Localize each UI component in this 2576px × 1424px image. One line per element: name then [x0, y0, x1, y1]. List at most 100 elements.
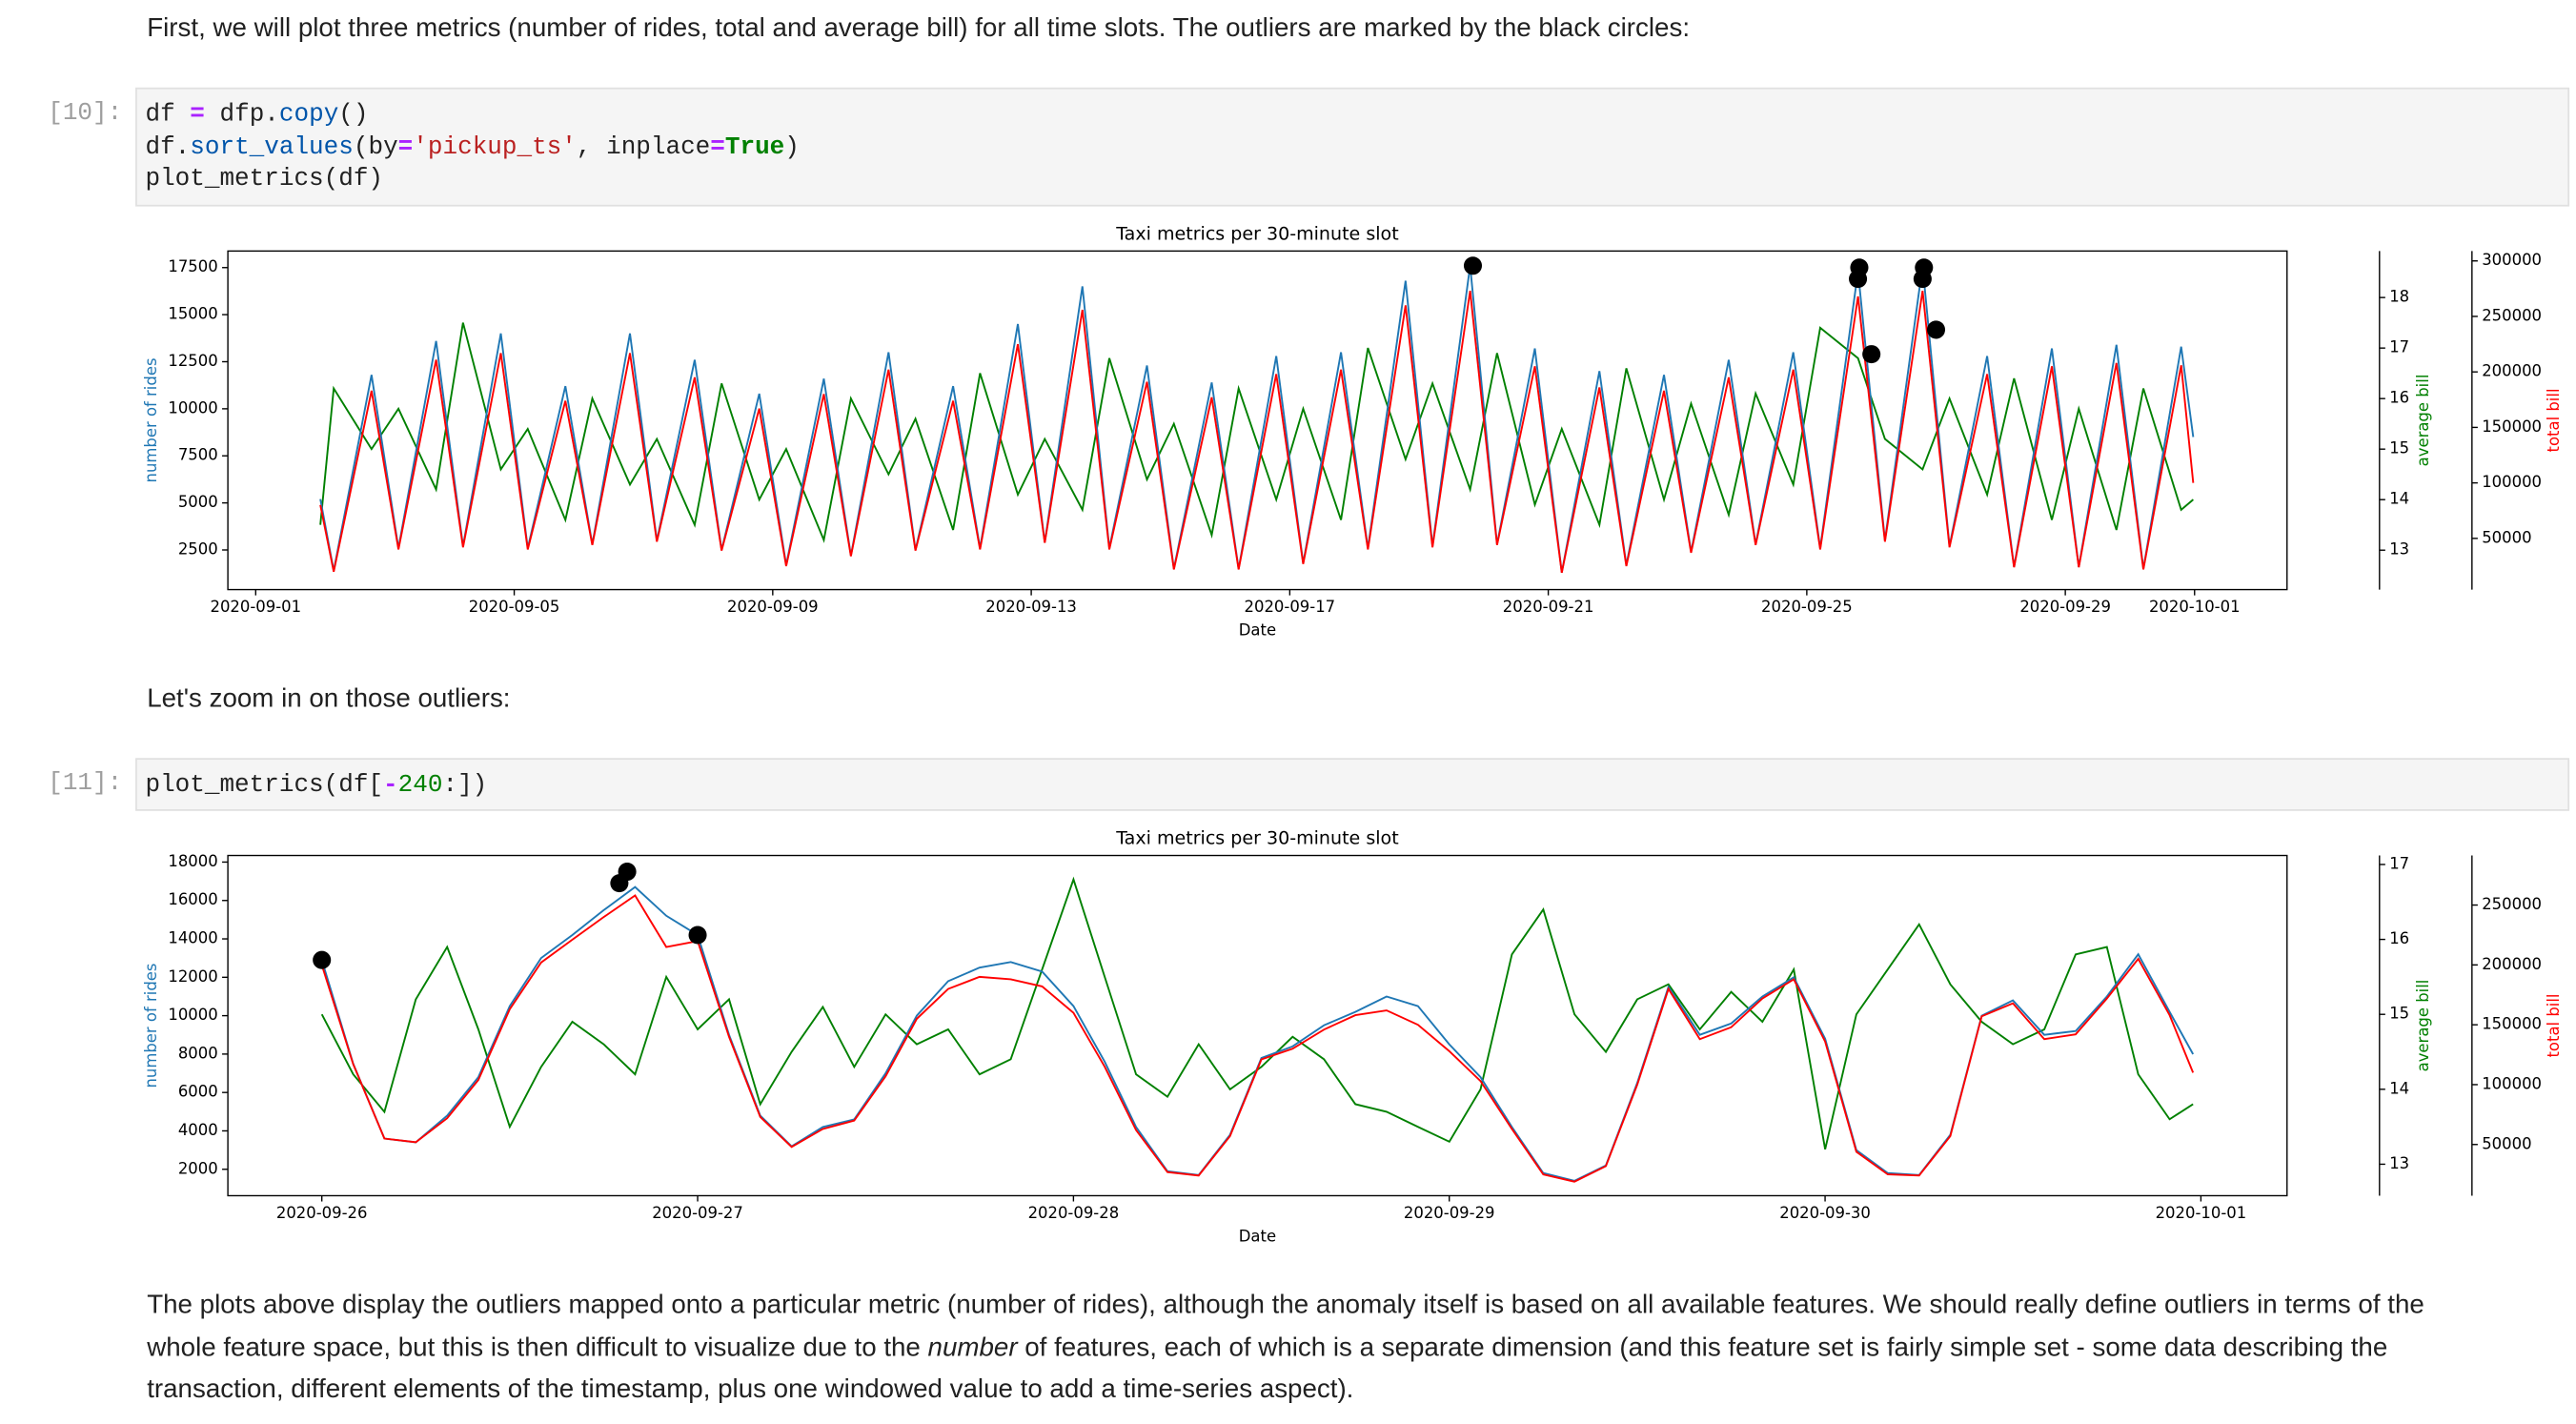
- y-tick-label: 15: [2389, 439, 2409, 458]
- paragraph: First, we will plot three metrics (numbe…: [147, 14, 1691, 44]
- y-tick-label: 12000: [168, 967, 217, 986]
- y-tick-label: 17: [2389, 854, 2409, 872]
- x-tick-label: 2020-09-28: [1028, 1204, 1120, 1222]
- y-tick-label: 13: [2389, 540, 2409, 559]
- y-tick-label: 6000: [178, 1083, 218, 1101]
- plot-frame: [227, 854, 2288, 1197]
- text-run: , inplace: [576, 132, 711, 161]
- text-run: 'pickup_ts': [413, 132, 577, 161]
- code-cell[interactable]: df = dfp.copy() df.sort_values(by='pickup…: [135, 87, 2570, 207]
- outlier-marker: [1915, 258, 1934, 277]
- text-run: copy: [278, 100, 339, 130]
- text-run: True: [724, 132, 785, 161]
- outlier-marker: [1850, 258, 1869, 277]
- y-axis-label: total bill: [2545, 388, 2563, 452]
- text-run: (by: [353, 132, 398, 161]
- code-line: df.sort_values(by='pickup_ts', inplace=T…: [145, 132, 2567, 164]
- x-tick-label: 2020-09-21: [1503, 598, 1594, 616]
- y-tick-label: 150000: [2482, 1015, 2542, 1033]
- y-tick-label: 250000: [2482, 895, 2542, 913]
- outlier-marker: [1862, 345, 1881, 364]
- y-tick-label: 2500: [178, 539, 218, 558]
- y-axis-label: number of rides: [142, 357, 160, 482]
- x-tick-label: 2020-09-17: [1245, 598, 1336, 616]
- y-tick-label: 300000: [2482, 251, 2542, 269]
- y-tick-label: 16: [2389, 929, 2409, 947]
- text-run: (): [338, 100, 369, 130]
- line-series: [319, 290, 2195, 574]
- y-tick-label: 100000: [2482, 1074, 2542, 1092]
- y-tick-label: 2000: [178, 1159, 218, 1177]
- y-tick-label: 14: [2389, 1079, 2409, 1097]
- text-run: of features, each of which is a separate…: [147, 1333, 2388, 1404]
- text-run: The plots above display the outliers map…: [147, 1291, 2424, 1362]
- x-tick-label: 2020-09-27: [652, 1204, 743, 1222]
- x-tick-label: 2020-10-01: [2149, 598, 2241, 616]
- x-axis-label: Date: [1239, 620, 1276, 639]
- text-run: -: [383, 771, 398, 800]
- x-tick-label: 2020-09-30: [1779, 1204, 1871, 1222]
- y-tick-label: 100000: [2482, 473, 2542, 491]
- x-axis-label: Date: [1239, 1227, 1276, 1245]
- text-run: :]): [442, 771, 488, 800]
- cell-prompt: [10]:: [48, 98, 123, 128]
- outlier-marker: [618, 863, 637, 882]
- text-run: df.: [145, 132, 191, 161]
- paragraph: The plots above display the outliers map…: [147, 1285, 2475, 1412]
- y-tick-label: 200000: [2482, 955, 2542, 973]
- code-line: df = dfp.copy(): [145, 99, 2567, 132]
- text-run: 240: [397, 771, 443, 800]
- plot-frame: [227, 250, 2288, 591]
- text-run: sort_values: [190, 132, 354, 161]
- x-tick-label: 2020-09-26: [276, 1204, 368, 1222]
- y-tick-label: 250000: [2482, 306, 2542, 324]
- text-run: =: [710, 132, 725, 161]
- x-tick-label: 2020-09-05: [469, 598, 560, 616]
- y-tick-label: 15: [2389, 1005, 2409, 1023]
- y-tick-label: 150000: [2482, 417, 2542, 436]
- x-tick-label: 2020-09-25: [1761, 598, 1853, 616]
- y-tick-label: 14000: [168, 929, 217, 947]
- y-axis-label: average bill: [2414, 375, 2432, 467]
- y-tick-label: 12500: [168, 352, 217, 370]
- text-run: number: [927, 1333, 1018, 1362]
- y-tick-label: 17500: [168, 257, 217, 275]
- y-tick-label: 10000: [168, 398, 217, 417]
- y-tick-label: 10000: [168, 1006, 217, 1024]
- y-tick-label: 15000: [168, 305, 217, 323]
- y-tick-label: 5000: [178, 493, 218, 511]
- text-run: ): [784, 132, 800, 161]
- text-run: plot_metrics(df): [145, 165, 384, 193]
- y-tick-label: 16: [2389, 389, 2409, 407]
- y-tick-label: 200000: [2482, 362, 2542, 380]
- y-tick-label: 17: [2389, 338, 2409, 356]
- outlier-marker: [1926, 320, 1946, 339]
- y-tick-label: 18000: [168, 852, 217, 870]
- x-tick-label: 2020-10-01: [2156, 1204, 2247, 1222]
- y-axis-label: number of rides: [142, 963, 160, 1088]
- outlier-marker: [313, 950, 332, 969]
- y-tick-label: 4000: [178, 1121, 218, 1139]
- outlier-marker: [688, 926, 707, 945]
- text-run: df: [145, 100, 191, 130]
- chart-title: Taxi metrics per 30-minute slot: [1115, 224, 1399, 245]
- text-run: plot_metrics(df[: [145, 771, 384, 800]
- line-series: [319, 322, 2194, 543]
- x-tick-label: 2020-09-29: [1404, 1204, 1495, 1222]
- x-tick-label: 2020-09-01: [210, 598, 301, 616]
- x-tick-label: 2020-09-13: [985, 598, 1077, 616]
- y-tick-label: 13: [2389, 1154, 2409, 1172]
- cell-prompt: [11]:: [48, 769, 123, 798]
- y-tick-label: 50000: [2482, 1134, 2531, 1152]
- y-axis-label: average bill: [2414, 980, 2432, 1072]
- outlier-marker: [1463, 256, 1483, 275]
- paragraph: Let's zoom in on those outliers:: [147, 685, 511, 714]
- code-line: plot_metrics(df): [145, 164, 2567, 196]
- line-series: [320, 876, 2194, 1149]
- text-run: =: [397, 132, 414, 161]
- code-cell[interactable]: plot_metrics(df[-240:]): [135, 758, 2570, 811]
- line-series: [320, 885, 2195, 1182]
- x-tick-label: 2020-09-09: [727, 598, 819, 616]
